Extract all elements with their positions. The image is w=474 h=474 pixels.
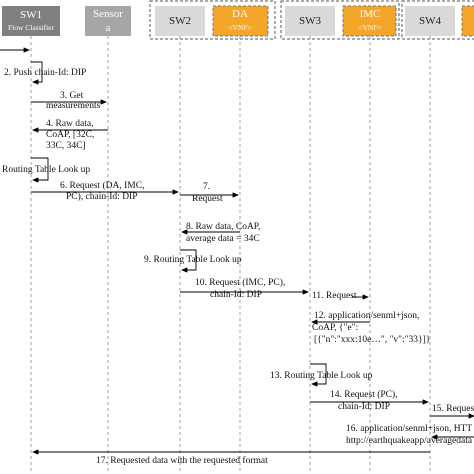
participant-box bbox=[285, 6, 335, 36]
message-label: 4. Raw data, bbox=[46, 119, 94, 129]
participant-label: SW3 bbox=[299, 15, 322, 27]
participant-sublabel: <VNF> bbox=[228, 23, 251, 32]
message-label: 8. Raw data, CoAP, bbox=[186, 222, 260, 232]
message-label: Routing Table Look up bbox=[2, 165, 90, 175]
message-label: 15. Reques bbox=[432, 404, 474, 414]
participant-label: SW2 bbox=[169, 15, 191, 27]
participant-box bbox=[155, 6, 205, 36]
message-label: chain-Id: DIP bbox=[338, 402, 390, 412]
participant-box bbox=[461, 5, 474, 37]
message-label: Request bbox=[192, 194, 223, 204]
message-label: PC), chain-Id: DIP bbox=[66, 191, 138, 202]
message-label: 33C, 34C] bbox=[46, 141, 86, 151]
participant-sublabel: <VNF> bbox=[358, 23, 381, 32]
message-label: 14. Request (PC), bbox=[330, 389, 398, 400]
message-label: 3. Get bbox=[60, 91, 84, 101]
group-frame bbox=[280, 0, 400, 40]
message-label: 17. Requested data with the requested fo… bbox=[96, 455, 268, 466]
message-label: CoAP, {"e": bbox=[312, 323, 358, 333]
message-label: http://earthquakeapp/averagedata bbox=[346, 436, 473, 446]
message-label: 7. bbox=[203, 182, 210, 192]
message-label: 11. Request bbox=[312, 291, 357, 301]
message-label: 6. Request (DA, IMC, bbox=[60, 180, 144, 191]
message-arrow bbox=[31, 157, 49, 183]
message-label: 10. Request (IMC, PC), bbox=[195, 277, 285, 288]
participant-box bbox=[212, 5, 269, 37]
message-label: CoAP, [32C, bbox=[46, 130, 94, 140]
message-arrow bbox=[180, 249, 197, 273]
participant-box bbox=[342, 5, 397, 37]
participant-box bbox=[405, 6, 455, 36]
group-frame bbox=[401, 0, 474, 40]
message-arrow bbox=[310, 363, 327, 387]
message-label: 12. application/senml+json, bbox=[314, 311, 419, 321]
message-arrow bbox=[31, 61, 43, 85]
message-label: [{"n":"xxx:10e…", "v":"33}]} bbox=[314, 335, 430, 345]
participant-box bbox=[2, 6, 60, 36]
message-label: chain-Id: DIP bbox=[210, 290, 262, 300]
participant-label: IMC bbox=[360, 8, 381, 20]
participant-sublabel: a bbox=[106, 22, 111, 34]
participant-label: SW1 bbox=[20, 9, 42, 21]
message-label: 13. Routing Table Look up bbox=[270, 371, 373, 381]
message-label: average data = 34C bbox=[186, 234, 260, 244]
message-label: measurements bbox=[46, 101, 101, 111]
message-label: 16. application/senml+json, HTT bbox=[346, 424, 472, 434]
participant-label: DA bbox=[232, 8, 248, 20]
participant-label: SW4 bbox=[419, 15, 442, 27]
participant-label: Sensor bbox=[93, 8, 123, 20]
message-label: 9. Routing Table Look up bbox=[144, 255, 242, 265]
participant-sublabel: Flow Classifier bbox=[8, 23, 55, 32]
group-frame bbox=[149, 0, 276, 40]
participant-box bbox=[85, 6, 131, 36]
message-label: 2. Push chain-Id: DIP bbox=[4, 68, 86, 78]
